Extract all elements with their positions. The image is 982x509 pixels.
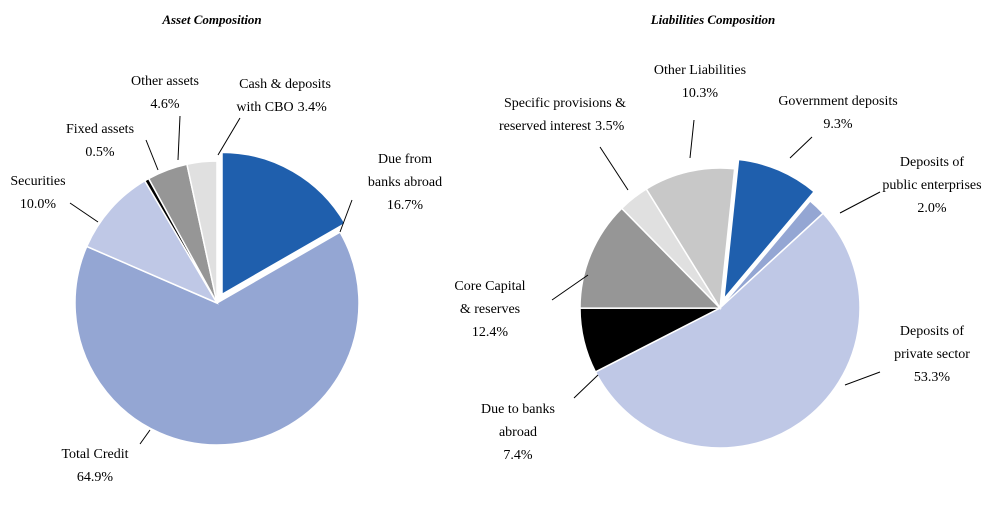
slice-label: Due to banks abroad	[481, 402, 555, 440]
value-label: 2.0%	[917, 201, 947, 216]
pie-slice	[85, 179, 219, 305]
label-line: private sector	[894, 347, 970, 362]
leader-line	[599, 146, 629, 191]
slice-label: Securities	[10, 174, 65, 189]
label-line: Core Capital	[454, 279, 525, 294]
leader-line	[689, 119, 695, 159]
label-line: public enterprises	[882, 178, 981, 193]
label-line: Securities	[10, 174, 65, 189]
slice-label: Other Liabilities	[654, 63, 746, 78]
pie-slice	[221, 151, 347, 296]
label-line: banks abroad	[368, 175, 442, 190]
label-line: Deposits of	[900, 324, 965, 339]
leader-line	[139, 429, 151, 445]
leader-line	[217, 117, 241, 156]
pie-slice	[594, 212, 861, 449]
value-label: 7.4%	[503, 448, 533, 463]
slice-label: Government deposits	[778, 94, 897, 109]
value-label: 10.0%	[20, 197, 57, 212]
value-label: 53.3%	[914, 370, 951, 385]
slice-label: Fixed assets	[66, 122, 134, 137]
value-label: 10.3%	[682, 86, 719, 101]
leader-line	[573, 374, 599, 399]
label-line: Cash & deposits	[239, 77, 331, 92]
slice-label: Total Credit	[61, 447, 128, 462]
label-line: with CBO	[236, 100, 293, 115]
slice-label: Due from banks abroad	[368, 152, 442, 190]
pie-slice	[722, 158, 816, 302]
label-line: Deposits of	[900, 155, 965, 170]
label-line: Due to banks	[481, 402, 555, 417]
leader-line	[839, 191, 881, 214]
slice-label: Cash & deposits with CBO	[236, 77, 330, 115]
pie-slice	[579, 207, 722, 309]
slice-label: Deposits of public enterprises	[882, 155, 981, 193]
slice-label: Core Capital & reserves	[454, 279, 525, 317]
pie-slice	[645, 167, 736, 311]
leader-line	[177, 115, 181, 161]
pie-slice	[74, 231, 360, 446]
pie-slice	[186, 160, 218, 304]
label-line: Specific provisions &	[504, 96, 626, 111]
value-label: 12.4%	[472, 325, 509, 340]
slice-label: Deposits of private sector	[894, 324, 970, 362]
label-line: reserved interest	[499, 119, 591, 134]
leader-line	[339, 199, 353, 233]
slice-label: Other assets	[131, 74, 199, 89]
chart-title: Liabilities Composition	[650, 12, 776, 27]
leader-line	[844, 371, 881, 386]
slice-label: Specific provisions & reserved interest	[499, 96, 626, 134]
label-line: Total Credit	[61, 447, 128, 462]
label-line: Other Liabilities	[654, 63, 746, 78]
leader-line	[145, 139, 159, 171]
value-label: 3.4%	[298, 100, 328, 115]
value-label: 3.5%	[595, 119, 625, 134]
label-line: Due from	[378, 152, 432, 167]
value-label: 0.5%	[85, 145, 115, 160]
value-label: 64.9%	[77, 470, 114, 485]
label-line: Government deposits	[778, 94, 897, 109]
label-line: Other assets	[131, 74, 199, 89]
leader-line	[69, 202, 99, 223]
leader-line	[789, 136, 813, 159]
label-line: Fixed assets	[66, 122, 134, 137]
chart-title: Asset Composition	[161, 12, 261, 27]
label-line: abroad	[499, 425, 537, 440]
value-label: 16.7%	[387, 198, 424, 213]
value-label: 4.6%	[150, 97, 180, 112]
leader-line	[551, 274, 589, 301]
label-line: & reserves	[460, 302, 520, 317]
value-label: 9.3%	[823, 117, 853, 132]
